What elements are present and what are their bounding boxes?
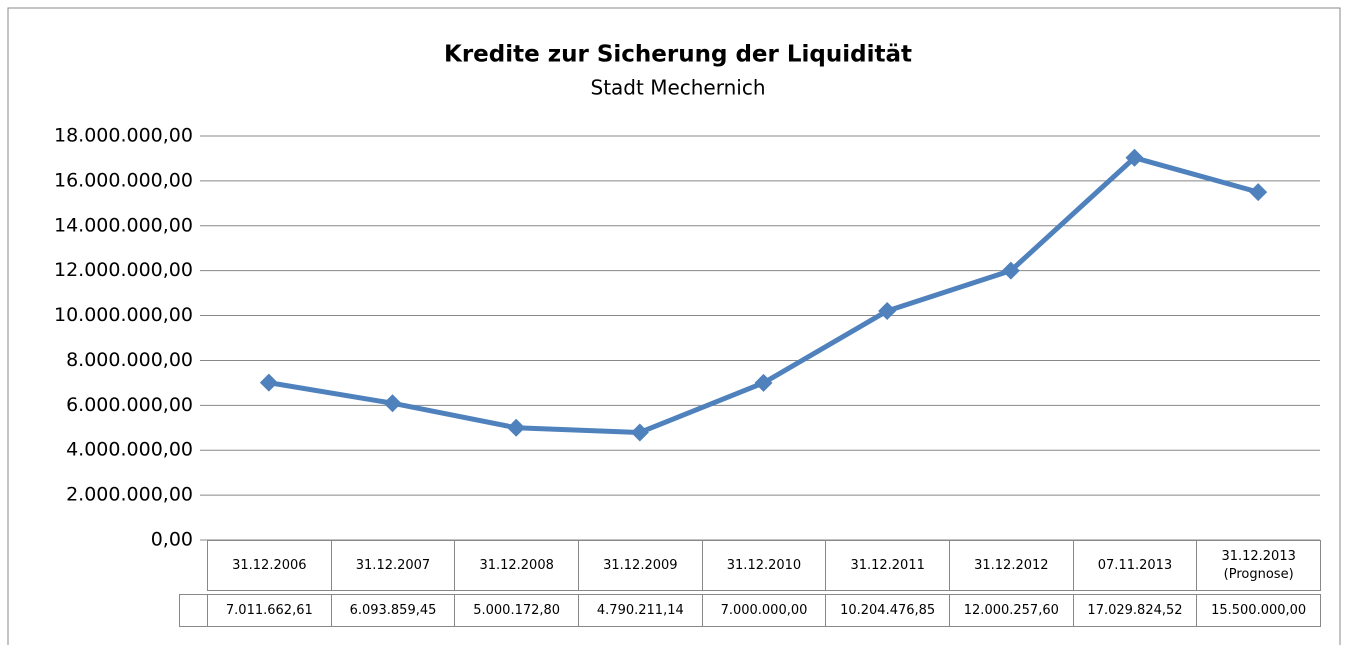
value-cell: 17.029.824,52	[1072, 594, 1198, 627]
category-cell: 07.11.2013	[1072, 540, 1198, 591]
value-cell: 12.000.257,60	[949, 594, 1074, 627]
category-cell: 31.12.2008	[454, 540, 579, 591]
value-cell: 5.000.172,80	[454, 594, 579, 627]
marker	[630, 423, 649, 442]
marker	[1001, 261, 1020, 280]
marker	[754, 373, 773, 392]
marker	[1125, 148, 1144, 167]
chart-subtitle: Stadt Mechernich	[591, 76, 766, 100]
category-cell: 31.12.2010	[701, 540, 827, 591]
category-cell: 31.12.2011	[825, 540, 950, 591]
y-tick-label: 18.000.000,00	[54, 125, 193, 147]
value-cell: 7.000.000,00	[701, 594, 827, 627]
y-tick-label: 8.000.000,00	[66, 349, 193, 371]
category-cell: 31.12.2009	[578, 540, 703, 591]
y-tick-label: 12.000.000,00	[54, 259, 193, 281]
category-cell: 31.12.2006	[207, 540, 332, 591]
marker	[507, 418, 526, 437]
marker	[1249, 183, 1268, 202]
y-tick-label: 2.000.000,00	[66, 484, 193, 506]
value-cell: 15.500.000,00	[1196, 594, 1321, 627]
y-tick-label: 10.000.000,00	[54, 304, 193, 326]
value-cell: 6.093.859,45	[330, 594, 456, 627]
value-cell: 4.790.211,14	[578, 594, 703, 627]
chart-border	[7, 7, 1341, 645]
marker	[383, 394, 402, 413]
category-cell: 31.12.2013 (Prognose)	[1196, 540, 1321, 591]
legend-key-cell	[179, 594, 208, 627]
y-tick-label: 14.000.000,00	[54, 214, 193, 236]
y-tick-label: 16.000.000,00	[54, 169, 193, 191]
marker	[878, 301, 897, 320]
y-tick-label: 0,00	[151, 529, 193, 551]
marker	[259, 373, 278, 392]
value-cell: 10.204.476,85	[825, 594, 950, 627]
value-cell: 7.011.662,61	[207, 594, 332, 627]
category-cell: 31.12.2007	[330, 540, 456, 591]
chart-title: Kredite zur Sicherung der Liquidität	[444, 42, 912, 68]
y-tick-label: 4.000.000,00	[66, 439, 193, 461]
category-cell: 31.12.2012	[949, 540, 1074, 591]
y-tick-label: 6.000.000,00	[66, 394, 193, 416]
